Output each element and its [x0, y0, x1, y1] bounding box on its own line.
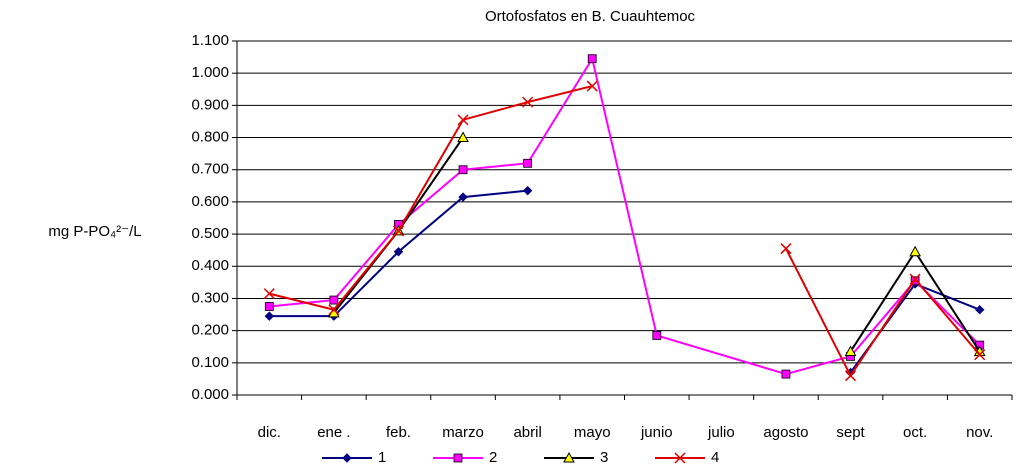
marker: [342, 453, 352, 463]
marker: [392, 225, 404, 237]
series-line: [269, 85, 981, 378]
y-tick-label: 0.300: [191, 289, 229, 306]
legend-label: 2: [489, 449, 497, 466]
y-axis-label: mg P-PO₄²⁻/L: [48, 223, 141, 240]
marker: [264, 302, 274, 311]
marker: [586, 80, 598, 92]
marker: [329, 295, 339, 305]
marker: [781, 369, 791, 379]
legend-label: 1: [378, 449, 386, 466]
marker: [457, 114, 469, 126]
marker: [844, 345, 857, 357]
chart-title: Ortofosfatos en B. Cuauhtemoc: [485, 8, 696, 25]
x-tick-label: agosto: [763, 424, 808, 441]
marker: [652, 331, 662, 340]
y-tick-label: 0.800: [191, 129, 229, 146]
y-tick-label: 0.600: [191, 193, 229, 210]
y-tick-label: 0.700: [191, 161, 229, 178]
series: [263, 80, 986, 382]
legend-label: 3: [600, 449, 608, 466]
series: [264, 185, 985, 378]
y-tick-label: 1.100: [191, 32, 229, 49]
marker: [974, 349, 986, 361]
y-tick-label: 0.100: [191, 354, 229, 371]
marker: [563, 451, 575, 463]
x-tick-label: junio: [640, 424, 673, 441]
marker: [845, 370, 857, 382]
x-tick-label: marzo: [442, 424, 484, 441]
marker: [393, 247, 404, 257]
x-tick-label: julio: [707, 424, 735, 441]
y-tick-label: 0.000: [191, 386, 229, 403]
marker: [458, 192, 468, 202]
marker: [458, 165, 468, 175]
marker: [264, 311, 274, 321]
marker: [263, 288, 275, 300]
marker: [909, 273, 921, 285]
x-tick-label: oct.: [903, 424, 927, 441]
marker: [457, 131, 469, 143]
marker: [523, 158, 533, 168]
x-tick-label: sept: [836, 424, 865, 441]
x-tick-label: ene .: [317, 424, 350, 441]
marker: [975, 305, 985, 315]
series-line: [269, 189, 981, 374]
marker: [522, 185, 533, 196]
marker: [328, 304, 340, 316]
y-tick-label: 1.000: [191, 64, 229, 81]
y-tick-label: 0.500: [191, 225, 229, 242]
marker: [587, 54, 597, 64]
x-tick-label: dic.: [258, 424, 281, 441]
marker: [909, 245, 921, 257]
x-tick-label: nov.: [966, 424, 993, 441]
marker: [780, 243, 792, 255]
y-tick-label: 0.400: [191, 257, 229, 274]
x-tick-label: abril: [513, 424, 541, 441]
y-tick-label: 0.900: [191, 96, 229, 113]
y-tick-label: 0.200: [191, 322, 229, 339]
x-tick-label: feb.: [386, 424, 411, 441]
x-tick-label: mayo: [574, 424, 611, 441]
series-line: [269, 56, 981, 376]
series: [264, 54, 985, 379]
marker: [522, 96, 534, 108]
marker: [453, 453, 463, 463]
legend-label: 4: [711, 449, 719, 466]
marker: [674, 452, 686, 464]
